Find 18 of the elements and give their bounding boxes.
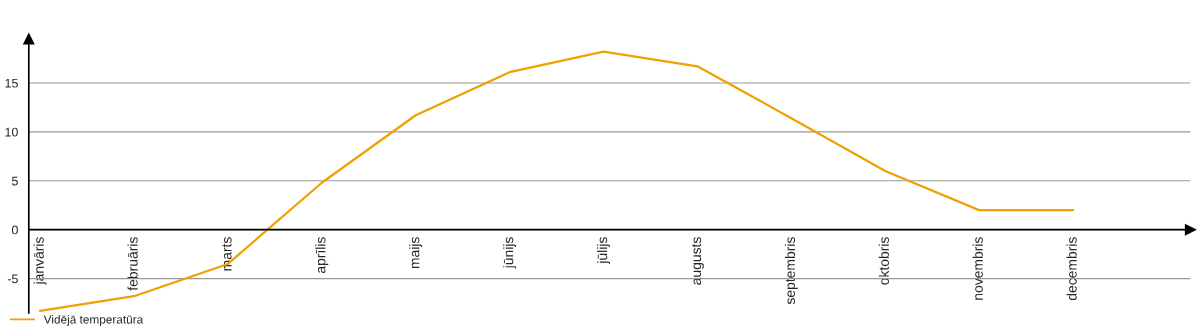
series-label: Vidējā temperatūra: [43, 314, 144, 326]
x-tick-label: jūlijs: [597, 237, 610, 264]
x-tick-label: janvāris: [33, 237, 47, 285]
x-tick-label: septembris: [784, 237, 798, 305]
x-tick-label: decembris: [1066, 237, 1077, 301]
x-tick-label: novembris: [972, 237, 983, 300]
x-tick-label: marts: [222, 237, 232, 271]
x-tick-label: jūnijs: [503, 237, 517, 269]
y-tick-label: 15: [5, 78, 18, 88]
x-tick-label: oktobris: [878, 237, 889, 285]
y-tick-label: -5: [7, 274, 18, 284]
x-tick-label: aprīlis: [315, 237, 329, 274]
y-tick-label: 0: [11, 225, 18, 235]
x-tick-label: februāris: [127, 237, 138, 291]
y-tick-label: 5: [11, 176, 18, 186]
x-tick-label: maijs: [409, 237, 423, 269]
y-tick-label: 10: [5, 127, 18, 137]
x-tick-label: augusts: [692, 237, 704, 285]
